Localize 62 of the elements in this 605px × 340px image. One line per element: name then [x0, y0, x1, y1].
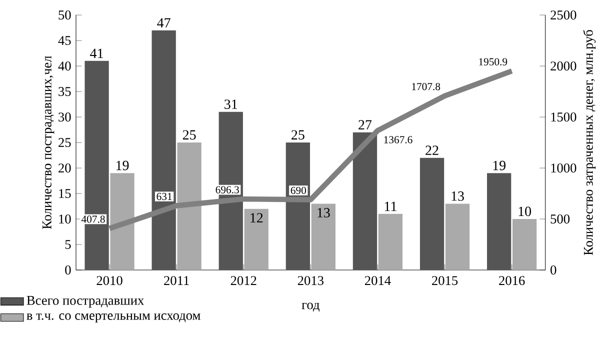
y-tick-label: 30 — [58, 112, 71, 122]
x-axis-title: год — [302, 302, 320, 312]
x-tick-label: 2016 — [499, 276, 525, 286]
data-label: 19 — [493, 160, 506, 170]
bar — [152, 30, 176, 270]
data-label: 19 — [116, 160, 129, 170]
y-tick-label: 10 — [59, 214, 71, 224]
data-label: 13 — [452, 191, 464, 201]
x-tick-label: 2014 — [364, 276, 391, 286]
x-tick-label: 2015 — [432, 276, 458, 286]
bar — [286, 142, 310, 270]
x-tick-label: 2011 — [164, 276, 189, 286]
x-tick-label: 2013 — [298, 276, 324, 286]
data-label: 25 — [292, 130, 304, 140]
y2-tick-label: 2500 — [550, 10, 576, 20]
bar — [110, 173, 134, 270]
data-label: 27 — [358, 120, 372, 130]
data-label: 1707.8 — [412, 82, 440, 90]
data-label: 41 — [90, 48, 103, 58]
bar — [352, 132, 378, 270]
data-label: 12 — [250, 213, 263, 222]
data-label: 11 — [384, 202, 396, 211]
data-label: 407.8 — [81, 216, 105, 223]
bar — [311, 204, 336, 270]
y-tick-label: 40 — [58, 62, 71, 71]
y2-tick-label: 1500 — [551, 112, 576, 122]
data-label: 47 — [157, 18, 170, 28]
y-tick-label: 45 — [58, 36, 71, 45]
data-label: 1950.9 — [479, 58, 508, 66]
legend-label: в т.ч. со смертельным исходом — [26, 313, 200, 323]
y2-tick-label: 2000 — [550, 62, 576, 71]
data-label: 631 — [156, 192, 172, 200]
data-label: 690 — [290, 186, 306, 194]
bar — [420, 158, 444, 270]
bar — [177, 142, 202, 270]
bar — [512, 219, 537, 270]
legend-label: Всего пострадавших — [26, 296, 144, 308]
y-tick-label: 5 — [65, 240, 71, 249]
y2-tick-label: 500 — [550, 214, 570, 224]
bar — [378, 214, 403, 270]
y-tick-label: 50 — [58, 10, 71, 20]
bar — [244, 208, 268, 270]
y-tick-label: 35 — [58, 87, 71, 96]
data-label: 31 — [224, 100, 238, 110]
y2-tick-label: 1000 — [551, 164, 576, 173]
data-label: 10 — [518, 206, 532, 216]
x-tick-label: 2012 — [230, 276, 256, 286]
y2-axis-title: Количество затраченных денег, млн.руб — [583, 30, 596, 256]
data-label: 13 — [318, 208, 330, 218]
x-tick-label: 2010 — [96, 276, 122, 286]
y-tick-label: 15 — [59, 189, 71, 198]
y-tick-label: 20 — [58, 164, 71, 173]
y-axis-title: Количество пострадавших,чел — [42, 56, 54, 230]
y-tick-label: 25 — [58, 138, 71, 148]
bar — [487, 173, 512, 270]
y-tick-label: 0 — [65, 266, 71, 275]
data-label: 22 — [426, 146, 438, 155]
data-label: 1367.6 — [384, 136, 412, 144]
y2-tick-label: 0 — [550, 266, 556, 275]
data-label: 696.3 — [216, 186, 239, 194]
data-label: 25 — [182, 130, 196, 140]
bar — [445, 204, 470, 270]
